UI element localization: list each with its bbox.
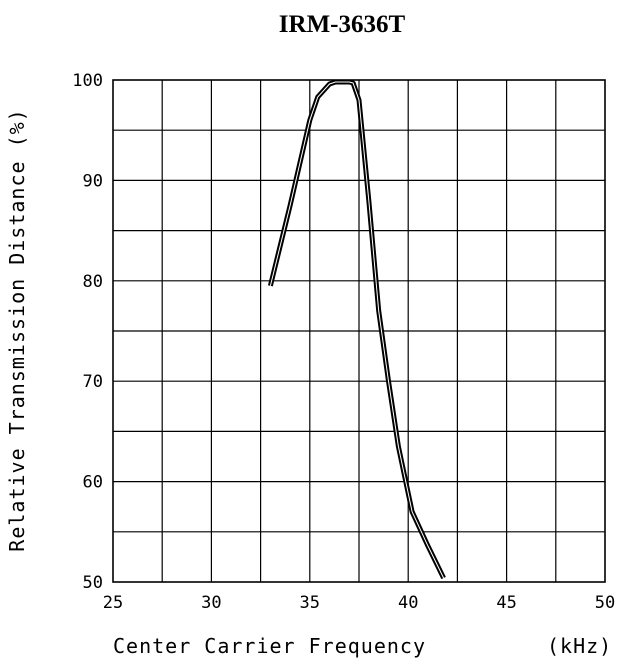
series-line [267, 79, 446, 580]
x-axis-unit: (kHz) [547, 634, 612, 658]
y-tick-label: 70 [83, 372, 103, 392]
series [267, 79, 446, 580]
x-tick-label: 45 [496, 593, 516, 613]
y-tick-label: 90 [83, 171, 103, 191]
y-axis-label: Relative Transmission Distance (%) [5, 108, 29, 551]
y-tick-label: 80 [83, 272, 103, 292]
series-line-highlight [269, 81, 445, 579]
y-tick-labels: 50 60 70 80 90 100 [72, 71, 103, 593]
x-tick-labels: 25 30 35 40 45 50 [103, 593, 615, 613]
x-tick-label: 30 [201, 593, 221, 613]
x-tick-label: 35 [300, 593, 320, 613]
x-axis-label: Center Carrier Frequency [113, 634, 426, 658]
y-tick-label: 50 [83, 573, 103, 593]
x-tick-label: 25 [103, 593, 123, 613]
x-tick-label: 50 [595, 593, 615, 613]
grid [113, 80, 605, 582]
y-tick-label: 100 [72, 71, 103, 91]
chart-title: IRM-3636T [279, 11, 406, 38]
x-tick-label: 40 [398, 593, 418, 613]
plot-frame [112, 79, 606, 583]
y-tick-label: 60 [83, 473, 103, 493]
